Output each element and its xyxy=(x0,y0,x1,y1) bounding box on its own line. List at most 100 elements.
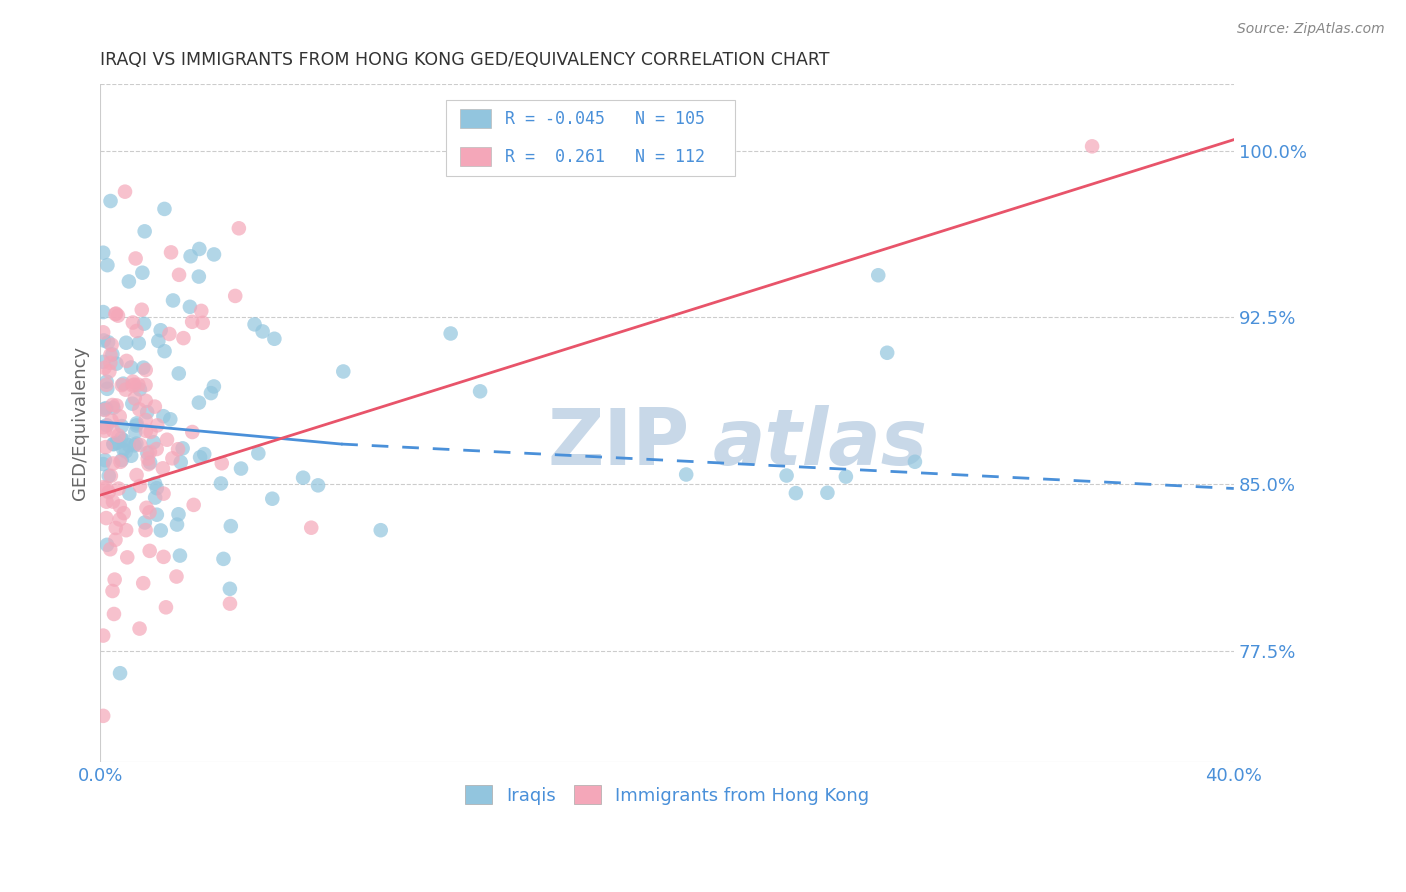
Point xyxy=(96,382,118,396)
FancyBboxPatch shape xyxy=(446,100,735,176)
Point xyxy=(143,491,166,505)
Point xyxy=(166,569,188,583)
Point xyxy=(125,436,148,450)
Point xyxy=(118,438,141,452)
Point xyxy=(785,486,807,500)
Point xyxy=(135,413,157,427)
Point xyxy=(96,538,118,552)
Point xyxy=(136,446,159,460)
Point xyxy=(121,375,143,389)
Point xyxy=(153,202,176,216)
Point xyxy=(156,433,179,447)
Point xyxy=(169,549,191,563)
Point xyxy=(94,453,117,467)
Point xyxy=(121,316,143,330)
Point xyxy=(181,315,204,329)
Point xyxy=(98,542,121,557)
Point xyxy=(118,486,141,500)
Point xyxy=(103,607,125,621)
Point xyxy=(124,425,146,439)
Point xyxy=(179,300,201,314)
Point xyxy=(96,377,118,392)
Text: R =  0.261   N = 112: R = 0.261 N = 112 xyxy=(505,148,704,166)
Point xyxy=(115,354,138,368)
Point xyxy=(105,435,128,450)
Point xyxy=(91,480,114,494)
Point xyxy=(112,442,135,457)
Point xyxy=(101,457,124,471)
Point xyxy=(96,418,118,433)
Point xyxy=(91,245,114,260)
Point xyxy=(93,360,115,375)
Point xyxy=(108,409,131,424)
Point xyxy=(135,523,157,537)
Point xyxy=(124,392,146,406)
Point xyxy=(124,438,146,452)
Point xyxy=(100,468,122,483)
Point xyxy=(111,419,134,434)
Point xyxy=(96,258,118,272)
Point xyxy=(112,434,135,448)
Point xyxy=(148,334,170,348)
Point xyxy=(96,375,118,389)
Point xyxy=(97,468,120,483)
Point xyxy=(100,338,122,352)
Point xyxy=(132,360,155,375)
Point xyxy=(129,479,152,493)
Point xyxy=(100,348,122,362)
Point xyxy=(835,469,858,483)
Text: IRAQI VS IMMIGRANTS FROM HONG KONG GED/EQUIVALENCY CORRELATION CHART: IRAQI VS IMMIGRANTS FROM HONG KONG GED/E… xyxy=(100,51,830,69)
Point xyxy=(131,302,153,317)
Point xyxy=(101,494,124,508)
Point xyxy=(93,402,115,417)
Legend: Iraqis, Immigrants from Hong Kong: Iraqis, Immigrants from Hong Kong xyxy=(456,776,879,814)
Point xyxy=(111,378,134,392)
Point xyxy=(468,384,491,399)
Point xyxy=(263,332,285,346)
Point xyxy=(876,345,898,359)
Point xyxy=(105,357,128,371)
Point xyxy=(218,582,240,596)
Point xyxy=(212,552,235,566)
Point xyxy=(172,331,194,345)
Point xyxy=(202,247,225,261)
Point xyxy=(105,399,128,413)
Point xyxy=(153,344,176,359)
Point xyxy=(91,709,114,723)
Point xyxy=(94,440,117,454)
Point xyxy=(262,491,284,506)
Point xyxy=(145,442,167,456)
Point xyxy=(114,383,136,397)
Point xyxy=(188,242,211,256)
Point xyxy=(96,511,118,525)
Point xyxy=(120,360,142,375)
Point xyxy=(139,445,162,459)
Point xyxy=(167,367,190,381)
FancyBboxPatch shape xyxy=(460,109,491,128)
Point xyxy=(104,521,127,535)
Point xyxy=(135,363,157,377)
Point xyxy=(125,324,148,338)
Point xyxy=(110,432,132,446)
Point xyxy=(229,461,252,475)
Point xyxy=(100,414,122,428)
Point xyxy=(91,629,114,643)
Point xyxy=(247,446,270,460)
Point xyxy=(868,268,890,283)
Point xyxy=(817,485,839,500)
Point xyxy=(1081,139,1104,153)
Point xyxy=(104,307,127,321)
Point xyxy=(131,266,153,280)
Point xyxy=(190,304,212,318)
Point xyxy=(94,401,117,416)
Point xyxy=(224,289,246,303)
Point xyxy=(143,400,166,414)
Point xyxy=(160,245,183,260)
Point xyxy=(124,252,146,266)
Point xyxy=(162,451,184,466)
Point xyxy=(152,549,174,564)
Point xyxy=(370,523,392,537)
Point xyxy=(162,293,184,308)
Point xyxy=(193,447,215,461)
Point xyxy=(128,402,150,417)
